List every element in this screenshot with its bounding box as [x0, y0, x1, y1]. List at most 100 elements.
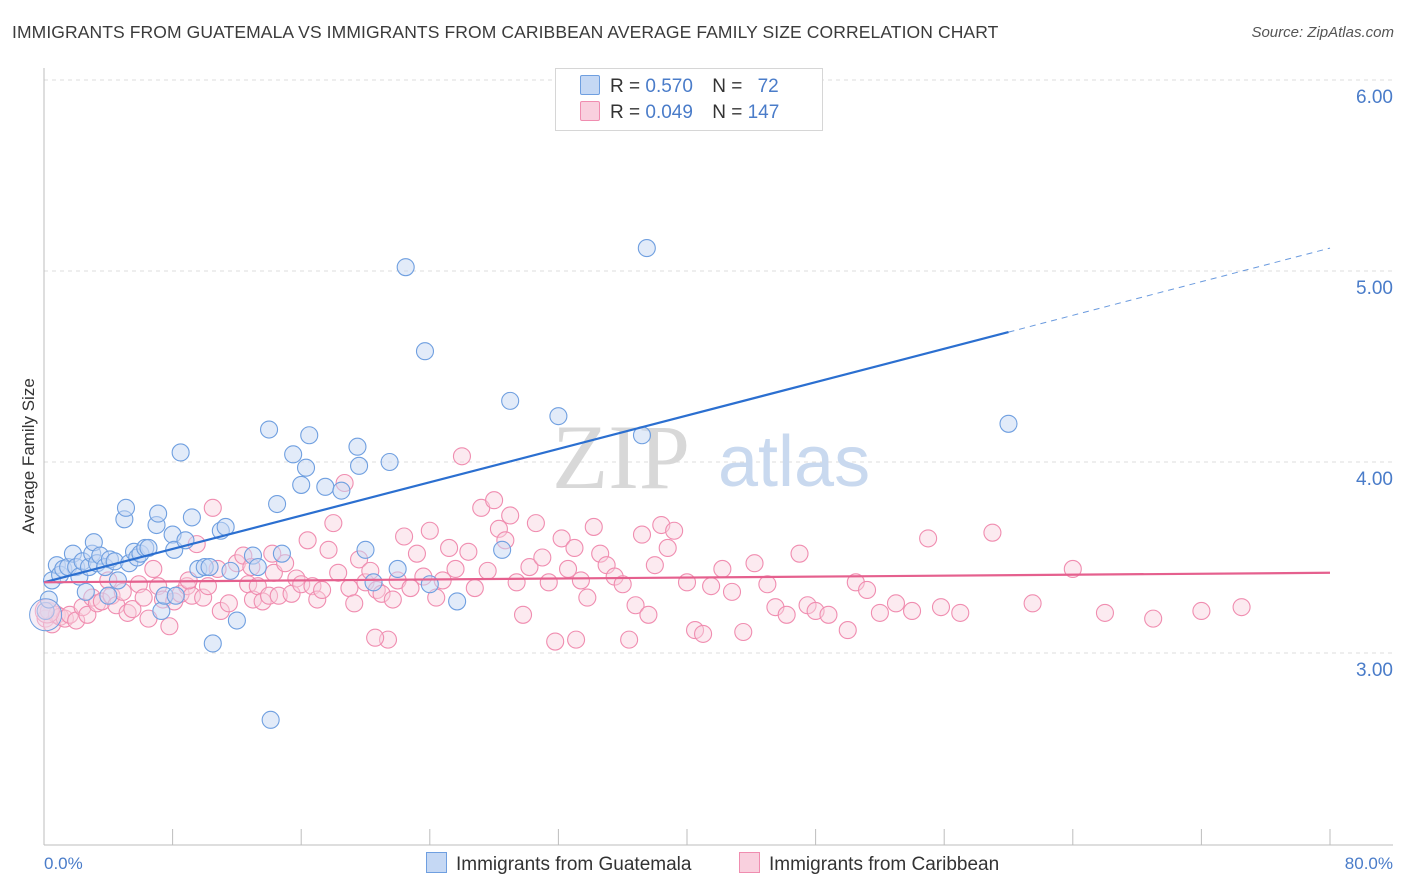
guatemala-point	[364, 573, 383, 592]
legend-swatch-caribbean	[580, 101, 600, 121]
caribbean-point	[931, 598, 951, 617]
caribbean-point	[1023, 594, 1042, 613]
legend-r-value-1: 0.570	[645, 76, 693, 97]
guatemala-point	[501, 391, 520, 410]
legend-n-label-1: N =	[712, 76, 743, 97]
caribbean-point	[303, 577, 322, 596]
caribbean-point	[565, 538, 584, 558]
caribbean-point	[489, 519, 508, 538]
guatemala-point	[284, 445, 303, 464]
guatemala-point	[152, 601, 171, 621]
bottom-legend-guatemala: Immigrants from Guatemala	[426, 852, 691, 876]
legend-r-label-2: R =	[610, 102, 641, 123]
caribbean-point	[123, 600, 142, 619]
caribbean-point	[702, 577, 721, 596]
guatemala-point	[549, 407, 568, 426]
bottom-legend: Immigrants from Guatemala Immigrants fro…	[0, 852, 1406, 878]
caribbean-point	[777, 605, 796, 624]
legend-n-value-1: 72	[757, 76, 779, 97]
guatemala-point	[149, 504, 168, 523]
guatemala-point	[420, 575, 439, 594]
caribbean-point	[1232, 598, 1251, 617]
caribbean-point	[658, 538, 677, 558]
guatemala-point	[999, 414, 1018, 433]
guatemala-point	[380, 452, 399, 472]
guatemala-point	[248, 557, 267, 577]
caribbean-point	[420, 521, 439, 540]
caribbean-point	[1095, 603, 1114, 622]
caribbean-point	[485, 491, 504, 510]
caribbean-point	[645, 556, 664, 575]
guatemala-point	[203, 634, 222, 653]
caribbean-point	[639, 605, 658, 624]
trend-lines	[43, 247, 1331, 584]
caribbean-point	[203, 498, 222, 517]
caribbean-point	[539, 573, 558, 592]
caribbean-point	[1144, 609, 1163, 628]
guatemala-point	[76, 582, 95, 601]
guatemala-point	[637, 239, 656, 258]
bottom-legend-swatch-caribbean	[739, 852, 760, 873]
watermark: ZIP atlas	[552, 406, 870, 508]
guatemala-point	[200, 557, 219, 577]
caribbean-point	[446, 559, 465, 579]
chart-title: IMMIGRANTS FROM GUATEMALA VS IMMIGRANTS …	[12, 22, 999, 42]
guatemala-point	[108, 571, 127, 590]
caribbean-point	[857, 580, 877, 600]
caribbean-point	[665, 521, 684, 540]
guatemala-point	[116, 498, 136, 517]
legend-r-label-1: R =	[610, 76, 641, 97]
caribbean-point	[983, 523, 1002, 542]
caribbean-point	[546, 632, 565, 651]
caribbean-point	[552, 529, 571, 548]
guatemala-point	[356, 540, 375, 559]
caribbean-point	[620, 630, 639, 649]
guatemala-point-large	[29, 598, 63, 632]
caribbean-point	[383, 590, 402, 609]
legend-swatch-guatemala	[580, 75, 600, 95]
guatemala-point	[221, 561, 240, 580]
tick-labels: 3.00 4.00 5.00 6.00	[1356, 87, 1393, 681]
caribbean-point	[319, 540, 338, 559]
caribbean-point	[308, 590, 327, 609]
x-tick-min: 0.0%	[44, 854, 83, 873]
caribbean-point	[790, 544, 809, 563]
guatemala-point	[261, 710, 280, 729]
caribbean-point	[340, 579, 359, 598]
guatemala-point	[296, 458, 316, 477]
axes	[43, 68, 1393, 846]
watermark-zip: ZIP	[552, 406, 690, 508]
caribbean-point	[584, 517, 603, 536]
guatemala-trend-line	[43, 331, 1009, 584]
caribbean-point	[919, 529, 938, 548]
guatemala-trend-extension	[1008, 247, 1331, 333]
guatemala-point	[348, 437, 367, 456]
caribbean-point	[838, 621, 857, 640]
source-label: Source: ZipAtlas.com	[1251, 24, 1394, 41]
guatemala-point	[99, 586, 118, 605]
caribbean-point	[259, 586, 279, 605]
caribbean-point	[886, 594, 906, 613]
caribbean-point	[219, 594, 238, 613]
caribbean-point	[626, 596, 645, 615]
y-tick-label-3: 6.00	[1356, 87, 1393, 108]
legend-r-value-2: 0.049	[645, 102, 693, 123]
caribbean-point	[677, 573, 697, 592]
y-tick-label-2: 5.00	[1356, 278, 1393, 299]
caribbean-point	[758, 575, 777, 594]
guatemala-point	[166, 586, 185, 605]
caribbean-trend-line	[43, 571, 1331, 584]
caribbean-point	[459, 542, 478, 561]
bottom-legend-caribbean: Immigrants from Caribbean	[739, 852, 999, 876]
guatemala-point	[493, 540, 512, 559]
caribbean-point	[501, 506, 520, 525]
caribbean-point	[345, 594, 364, 613]
y-tick-label-0: 3.00	[1356, 660, 1393, 681]
caribbean-point	[819, 605, 838, 624]
caribbean-point	[507, 573, 526, 592]
caribbean-point	[632, 525, 652, 544]
caribbean-point	[745, 554, 764, 573]
caribbean-point	[160, 617, 179, 636]
guatemala-point	[259, 420, 279, 439]
